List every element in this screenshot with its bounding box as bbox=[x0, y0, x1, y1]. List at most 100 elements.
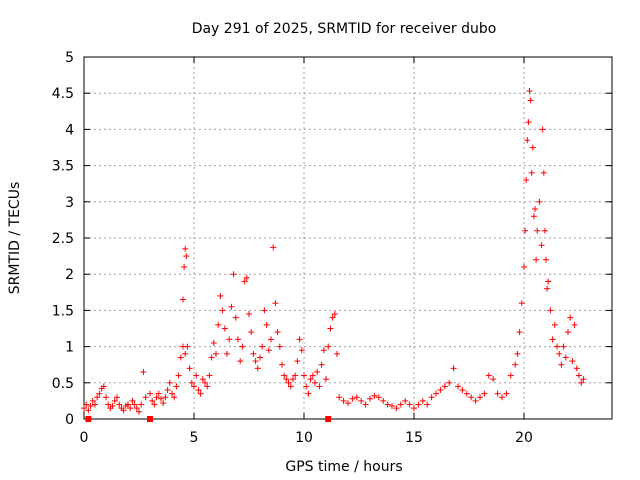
plot-frame bbox=[83, 56, 613, 420]
data-point bbox=[320, 347, 327, 354]
data-point bbox=[336, 394, 343, 401]
data-point bbox=[155, 390, 162, 397]
data-point bbox=[521, 263, 527, 270]
data-point bbox=[103, 394, 109, 401]
data-point bbox=[199, 376, 206, 383]
data-point bbox=[197, 390, 204, 397]
data-point bbox=[329, 314, 336, 321]
y-tick-label: 3 bbox=[65, 195, 74, 211]
y-tick-label: 3.5 bbox=[52, 159, 74, 175]
data-point bbox=[219, 307, 226, 314]
data-point bbox=[540, 169, 547, 176]
x-tick-label: 5 bbox=[190, 430, 199, 446]
data-point bbox=[536, 198, 543, 205]
data-point bbox=[499, 394, 505, 401]
data-point bbox=[318, 361, 325, 368]
data-point bbox=[314, 368, 321, 375]
data-point bbox=[243, 274, 250, 281]
data-point bbox=[268, 336, 274, 343]
grid bbox=[84, 57, 612, 419]
data-point bbox=[340, 397, 347, 404]
data-point bbox=[525, 119, 532, 126]
data-point bbox=[181, 263, 188, 270]
data-point bbox=[578, 379, 585, 386]
data-point bbox=[367, 395, 373, 402]
data-point bbox=[160, 400, 167, 407]
data-point bbox=[204, 383, 211, 390]
y-tick-label: 0.5 bbox=[52, 376, 74, 392]
data-point bbox=[133, 405, 140, 412]
data-point bbox=[533, 256, 540, 263]
x-axis: 0 5 10 15 20 bbox=[80, 57, 533, 446]
data-point bbox=[516, 329, 523, 336]
data-point bbox=[558, 361, 565, 368]
data-point bbox=[345, 400, 351, 407]
data-point bbox=[494, 390, 501, 397]
data-point bbox=[125, 401, 131, 408]
data-point bbox=[153, 394, 160, 401]
y-tick-label: 1.5 bbox=[52, 303, 74, 319]
data-point bbox=[217, 292, 224, 299]
data-point bbox=[358, 397, 365, 404]
x-tick-label: 15 bbox=[405, 430, 423, 446]
data-point bbox=[389, 402, 395, 409]
data-point bbox=[331, 311, 338, 318]
data-point bbox=[191, 383, 197, 390]
data-point bbox=[263, 321, 270, 328]
data-point bbox=[246, 311, 252, 318]
data-point bbox=[485, 372, 492, 379]
y-axis: 0 0.5 1 1.5 2 2.5 3 3.5 4 4.5 5 bbox=[52, 50, 612, 428]
data-point bbox=[327, 325, 334, 332]
data-point bbox=[512, 361, 519, 368]
y-axis-label: SRMTID / TECUs bbox=[7, 182, 23, 295]
data-point bbox=[325, 343, 332, 350]
data-point bbox=[259, 343, 266, 350]
chart-title: Day 291 of 2025, SRMTID for receiver dub… bbox=[192, 21, 497, 37]
data-point bbox=[468, 394, 475, 401]
data-point bbox=[149, 397, 156, 404]
data-point bbox=[208, 354, 215, 361]
data-point bbox=[250, 350, 257, 357]
data-point bbox=[81, 405, 87, 412]
data-point bbox=[554, 343, 560, 350]
data-point bbox=[138, 401, 145, 408]
data-point bbox=[186, 365, 193, 372]
data-point bbox=[270, 244, 277, 251]
data-point bbox=[237, 358, 244, 365]
data-point bbox=[362, 401, 369, 408]
data-point bbox=[528, 169, 535, 176]
data-point bbox=[221, 325, 228, 332]
data-point bbox=[120, 407, 127, 414]
data-point bbox=[83, 401, 90, 408]
data-point bbox=[183, 253, 190, 260]
data-point bbox=[202, 379, 208, 386]
data-point bbox=[164, 387, 171, 394]
data-point bbox=[85, 407, 92, 414]
data-point bbox=[560, 343, 567, 350]
data-point bbox=[393, 405, 400, 412]
data-point bbox=[298, 347, 305, 354]
data-point bbox=[129, 397, 136, 404]
y-tick-label: 2 bbox=[65, 267, 74, 283]
data-point bbox=[301, 372, 307, 379]
data-point bbox=[580, 376, 587, 383]
data-point bbox=[349, 395, 356, 402]
data-point bbox=[287, 383, 294, 390]
data-point bbox=[254, 365, 261, 372]
data-point bbox=[353, 394, 360, 401]
data-point bbox=[274, 329, 281, 336]
data-point bbox=[142, 394, 149, 401]
data-point bbox=[290, 376, 296, 383]
data-point bbox=[534, 227, 541, 234]
data-point bbox=[292, 372, 299, 379]
data-point bbox=[556, 350, 563, 357]
y-tick-label: 2.5 bbox=[52, 231, 74, 247]
data-point bbox=[549, 336, 556, 343]
data-point bbox=[384, 401, 391, 408]
data-point bbox=[437, 387, 444, 394]
data-point bbox=[114, 394, 120, 401]
data-point bbox=[140, 368, 147, 375]
data-point bbox=[316, 383, 323, 390]
data-point bbox=[175, 372, 182, 379]
